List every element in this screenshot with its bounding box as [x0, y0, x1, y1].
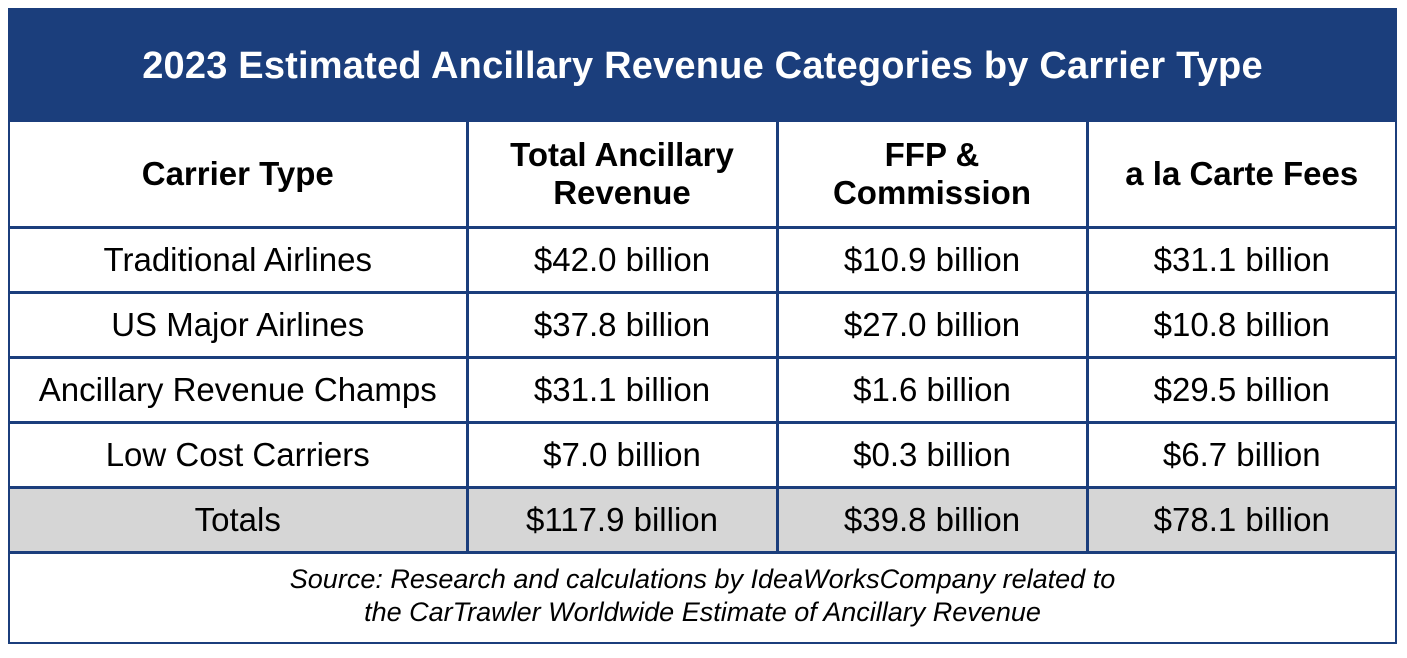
table-row: US Major Airlines $37.8 billion $27.0 bi…	[10, 291, 1395, 359]
cell-alacarte: $31.1 billion	[1085, 226, 1395, 294]
header-total-line2: Revenue	[553, 174, 691, 211]
table-frame: 2023 Estimated Ancillary Revenue Categor…	[8, 8, 1397, 644]
header-ffp-line2: Commission	[832, 174, 1032, 211]
cell-total: $42.0 billion	[465, 226, 779, 294]
cell-ffp: $27.0 billion	[775, 291, 1089, 359]
table-row: Low Cost Carriers $7.0 billion $0.3 bill…	[10, 421, 1395, 489]
source-line2: the CarTrawler Worldwide Estimate of Anc…	[364, 597, 1041, 627]
header-ffp-commission: FFP & Commission	[775, 122, 1089, 229]
cell-carrier: US Major Airlines	[10, 291, 469, 359]
header-row: Carrier Type Total Ancillary Revenue FFP…	[10, 122, 1395, 229]
cell-alacarte: $6.7 billion	[1085, 421, 1395, 489]
cell-carrier: Low Cost Carriers	[10, 421, 469, 489]
cell-alacarte: $10.8 billion	[1085, 291, 1395, 359]
cell-carrier: Traditional Airlines	[10, 226, 469, 294]
cell-carrier: Ancillary Revenue Champs	[10, 356, 469, 424]
table-row: Ancillary Revenue Champs $31.1 billion $…	[10, 356, 1395, 424]
revenue-table: Carrier Type Total Ancillary Revenue FFP…	[10, 122, 1395, 554]
table-title: 2023 Estimated Ancillary Revenue Categor…	[10, 10, 1395, 122]
source-line1: Source: Research and calculations by Ide…	[289, 564, 1116, 594]
totals-row: Totals $117.9 billion $39.8 billion $78.…	[10, 486, 1395, 554]
header-total-line1: Total Ancillary	[510, 136, 734, 173]
totals-total: $117.9 billion	[465, 486, 779, 554]
cell-total: $7.0 billion	[465, 421, 779, 489]
totals-ffp: $39.8 billion	[775, 486, 1089, 554]
cell-ffp: $0.3 billion	[775, 421, 1089, 489]
cell-total: $31.1 billion	[465, 356, 779, 424]
header-ffp-line1: FFP &	[884, 136, 980, 173]
header-alacarte-fees: a la Carte Fees	[1085, 122, 1395, 229]
header-total-ancillary: Total Ancillary Revenue	[465, 122, 779, 229]
cell-ffp: $1.6 billion	[775, 356, 1089, 424]
table-row: Traditional Airlines $42.0 billion $10.9…	[10, 226, 1395, 294]
source-note: Source: Research and calculations by Ide…	[10, 550, 1395, 642]
cell-total: $37.8 billion	[465, 291, 779, 359]
cell-alacarte: $29.5 billion	[1085, 356, 1395, 424]
totals-label: Totals	[10, 486, 469, 554]
header-carrier-type: Carrier Type	[10, 122, 469, 229]
totals-alacarte: $78.1 billion	[1085, 486, 1395, 554]
cell-ffp: $10.9 billion	[775, 226, 1089, 294]
